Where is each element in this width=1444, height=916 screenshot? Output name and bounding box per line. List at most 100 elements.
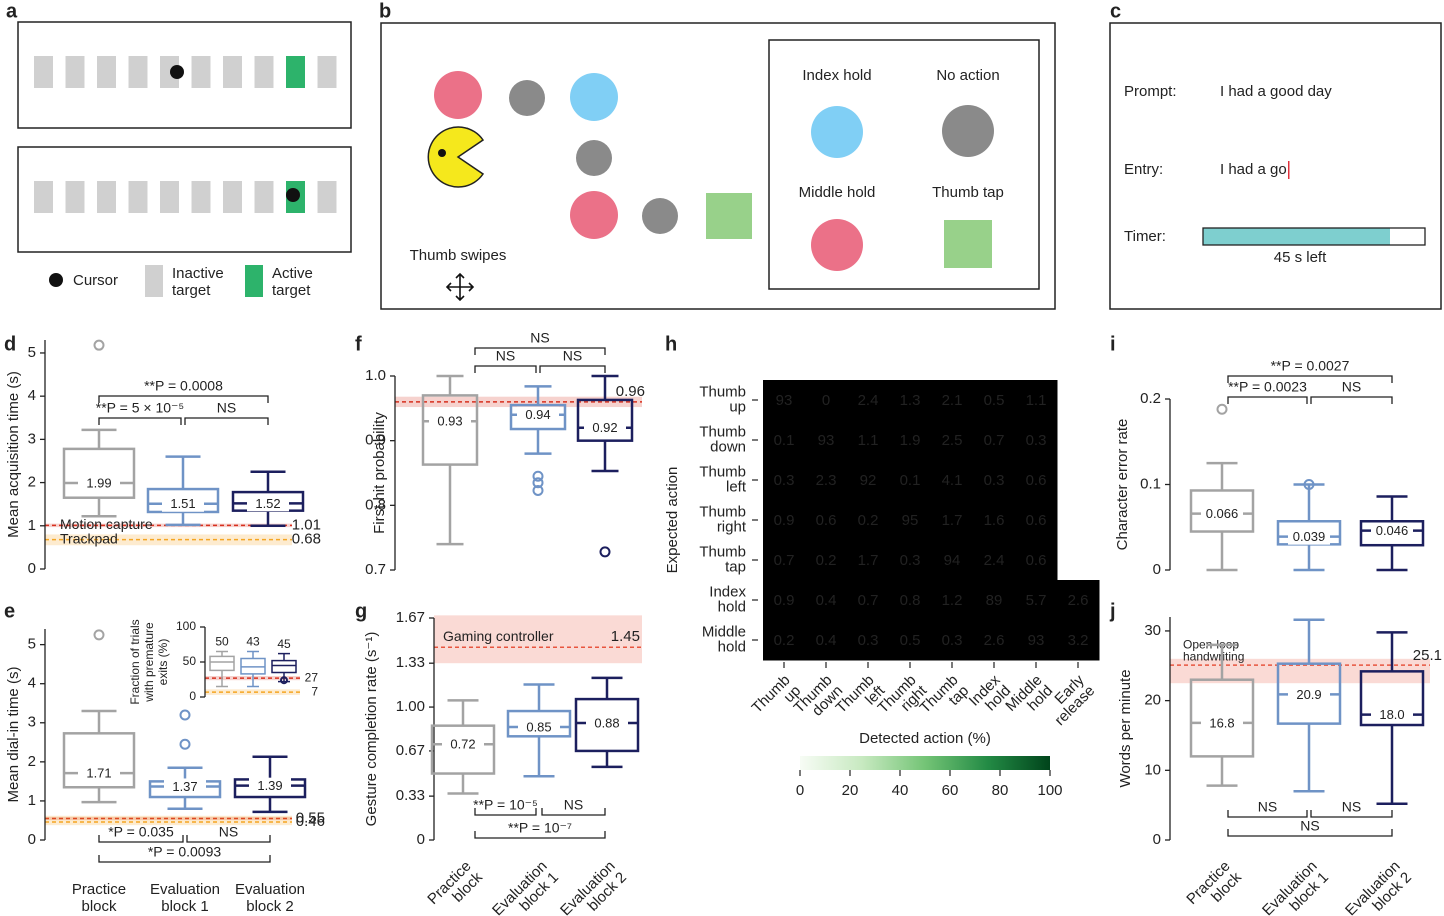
cell-label: 5.7 <box>1026 592 1047 609</box>
target <box>254 181 274 213</box>
box <box>1189 489 1255 533</box>
legend-icon <box>811 219 863 271</box>
cell-label: 0.6 <box>1026 472 1047 489</box>
legend-label: Index hold <box>802 67 871 84</box>
cell-label: 2.6 <box>984 632 1005 649</box>
heat-cell <box>931 540 974 581</box>
heat-cell <box>973 620 1016 661</box>
cell-label: 0.3 <box>774 472 795 489</box>
target <box>97 181 116 213</box>
pacman <box>427 126 485 188</box>
median-label-bg <box>1201 505 1243 522</box>
cell-label: 0.3 <box>984 472 1005 489</box>
median-label: 18.0 <box>1379 707 1404 722</box>
heat-cell <box>805 540 848 581</box>
ref-label: Motion capture <box>60 516 153 532</box>
y-tick-label: 0 <box>189 689 196 703</box>
cell-label: 2.4 <box>984 552 1005 569</box>
ref-label: Trackpad <box>60 530 118 546</box>
heat-cell <box>931 620 974 661</box>
flier <box>179 709 191 721</box>
legend-label: Thumb tap <box>932 184 1004 201</box>
y-tick-label: 0.7 <box>365 561 386 578</box>
y-tick-label: Middle <box>702 623 746 640</box>
heat-cell <box>973 460 1016 501</box>
legend-icon <box>944 220 992 268</box>
legend-label: No action <box>936 67 999 84</box>
panel-label: g <box>355 600 367 622</box>
box <box>1359 520 1425 547</box>
box <box>421 394 479 466</box>
arrows <box>445 272 475 302</box>
flier <box>1216 403 1228 415</box>
box <box>509 403 567 431</box>
comparison-label: NS <box>219 824 238 840</box>
median-label: 43 <box>246 635 260 649</box>
heat-cell <box>763 620 806 661</box>
bracket <box>1310 810 1393 818</box>
y-tick-label: Thumb <box>699 383 746 400</box>
y-tick-label: 2 <box>28 474 36 491</box>
y-tick-label: 0.9 <box>365 432 386 449</box>
y-tick-label: 3 <box>28 430 36 447</box>
target <box>160 181 179 213</box>
cursor <box>286 188 300 202</box>
median-label: 1.71 <box>86 766 111 781</box>
cell-label: 0.2 <box>858 512 879 529</box>
y-label: Mean dial-in time (s) <box>5 667 22 803</box>
comparison-label: NS <box>1342 799 1361 815</box>
target <box>128 181 148 213</box>
heat-cell <box>805 580 848 621</box>
cell-label: 1.3 <box>900 392 921 409</box>
median-label: 1.51 <box>170 496 195 511</box>
y-label: Words per minute <box>1117 669 1134 787</box>
median-label: 1.37 <box>172 779 197 794</box>
legend-icon <box>942 105 994 157</box>
flier <box>532 484 544 496</box>
median-label: 0.92 <box>592 420 617 435</box>
bracket <box>474 808 537 816</box>
legend-label: Inactive <box>172 265 224 282</box>
cell-label: 3.2 <box>1068 632 1089 649</box>
y-tick-label: 30 <box>1144 622 1161 639</box>
cell-label: 89 <box>986 592 1003 609</box>
y-label: Character error rate <box>1114 419 1131 551</box>
median-label-bg <box>164 778 206 795</box>
box <box>209 655 235 672</box>
cell-label: 0.7 <box>774 552 795 569</box>
y-tick-label: Thumb <box>699 543 746 560</box>
comparison-label: NS <box>1300 818 1319 834</box>
heat-cell <box>889 580 932 621</box>
y-tick-label: right <box>717 518 747 535</box>
box <box>574 697 640 753</box>
heat-cell <box>805 460 848 501</box>
box <box>576 398 634 442</box>
heat-cell <box>1015 420 1058 461</box>
target <box>223 181 242 213</box>
cell-label: 93 <box>776 392 793 409</box>
median-label-bg <box>78 475 120 492</box>
median-label: 1.39 <box>257 778 282 793</box>
comparison-label: **P = 5 × 10⁻⁵ <box>96 400 184 416</box>
y-tick-label: 4 <box>28 387 36 404</box>
flier <box>532 477 544 489</box>
comparison-label: NS <box>563 348 582 364</box>
heat-cell <box>805 380 848 421</box>
target <box>317 56 337 88</box>
frame <box>768 39 1040 290</box>
cell-label: 0.2 <box>774 632 795 649</box>
comparison-label: NS <box>564 797 583 813</box>
y-tick-label: Thumb <box>699 503 746 520</box>
target <box>65 181 85 213</box>
y-label: Fraction of trials <box>128 619 142 704</box>
comparison-label: NS <box>530 330 549 346</box>
cell-label: 95 <box>902 512 919 529</box>
timer-frame <box>1202 227 1426 246</box>
ghost <box>570 73 618 121</box>
comparison-label: NS <box>496 348 515 364</box>
y-label: First hit probability <box>371 412 388 534</box>
flier <box>599 546 611 558</box>
heat-cell <box>763 580 806 621</box>
